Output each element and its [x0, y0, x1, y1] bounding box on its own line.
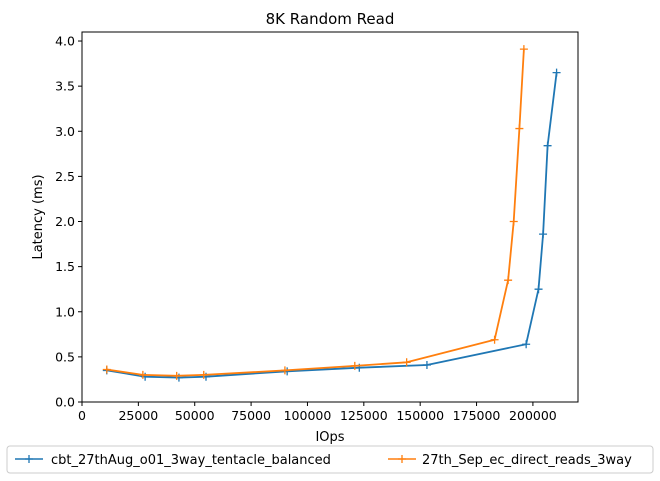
- data-point: [172, 371, 181, 380]
- y-tick-label: 1.0: [55, 304, 75, 319]
- x-tick-label: 200000: [509, 408, 557, 423]
- legend-marker: [398, 455, 406, 463]
- legend: cbt_27thAug_o01_3way_tentacle_balanced 2…: [6, 445, 654, 474]
- data-point: [199, 370, 208, 379]
- y-tick-label: 4.0: [55, 34, 75, 49]
- data-point: [138, 370, 147, 379]
- data-point: [522, 340, 531, 349]
- x-axis: 0 25000 50000 75000 100000 125000 150000 175000…: [78, 402, 557, 423]
- plot-area: [81, 31, 579, 403]
- chart-title: 8K Random Read: [266, 10, 395, 28]
- legend-entry-2: 27th_Sep_ec_direct_reads_3way: [388, 453, 632, 468]
- legend-marker: [25, 455, 33, 463]
- data-point: [534, 285, 543, 294]
- x-axis-label: IOps: [315, 430, 344, 445]
- legend-label-1: cbt_27thAug_o01_3way_tentacle_balanced: [51, 453, 331, 468]
- y-tick-label: 3.0: [55, 124, 75, 139]
- legend-label-2: 27th_Sep_ec_direct_reads_3way: [422, 453, 632, 468]
- series-2: [102, 45, 528, 380]
- data-point: [519, 45, 528, 54]
- x-tick-label: 175000: [453, 408, 501, 423]
- data-point: [504, 276, 513, 285]
- data-point: [280, 366, 289, 375]
- x-tick-label: 150000: [396, 408, 444, 423]
- data-point: [515, 124, 524, 133]
- x-tick-label: 50000: [175, 408, 215, 423]
- data-point: [102, 365, 111, 374]
- y-tick-label: 2.5: [55, 169, 75, 184]
- y-tick-label: 0.0: [55, 395, 75, 410]
- x-tick-label: 75000: [231, 408, 271, 423]
- series-2-line: [106, 49, 525, 377]
- data-point: [543, 141, 552, 150]
- data-point: [422, 361, 431, 369]
- series-1-line: [106, 72, 558, 379]
- x-tick-label: 0: [78, 408, 86, 423]
- y-tick-label: 0.5: [55, 349, 75, 364]
- y-tick-label: 1.5: [55, 259, 75, 274]
- y-tick-label: 3.5: [55, 79, 75, 94]
- data-point: [490, 335, 499, 344]
- data-point: [509, 217, 518, 226]
- y-axis-label: Latency (ms): [31, 174, 46, 259]
- series-layer: [102, 45, 561, 382]
- series-1: [102, 68, 561, 382]
- data-point: [350, 361, 359, 370]
- data-point: [552, 68, 561, 77]
- y-axis: 0.0 0.5 1.0 1.5 2.0 2.5 3.0 3.5 4.0: [55, 34, 82, 410]
- x-tick-label: 25000: [118, 408, 158, 423]
- data-point: [402, 358, 411, 367]
- data-point: [539, 230, 548, 239]
- x-tick-label: 125000: [340, 408, 388, 423]
- legend-frame: [6, 445, 654, 474]
- legend-entry-1: cbt_27thAug_o01_3way_tentacle_balanced: [15, 453, 331, 468]
- y-tick-label: 2.0: [55, 214, 75, 229]
- x-tick-label: 100000: [284, 408, 332, 423]
